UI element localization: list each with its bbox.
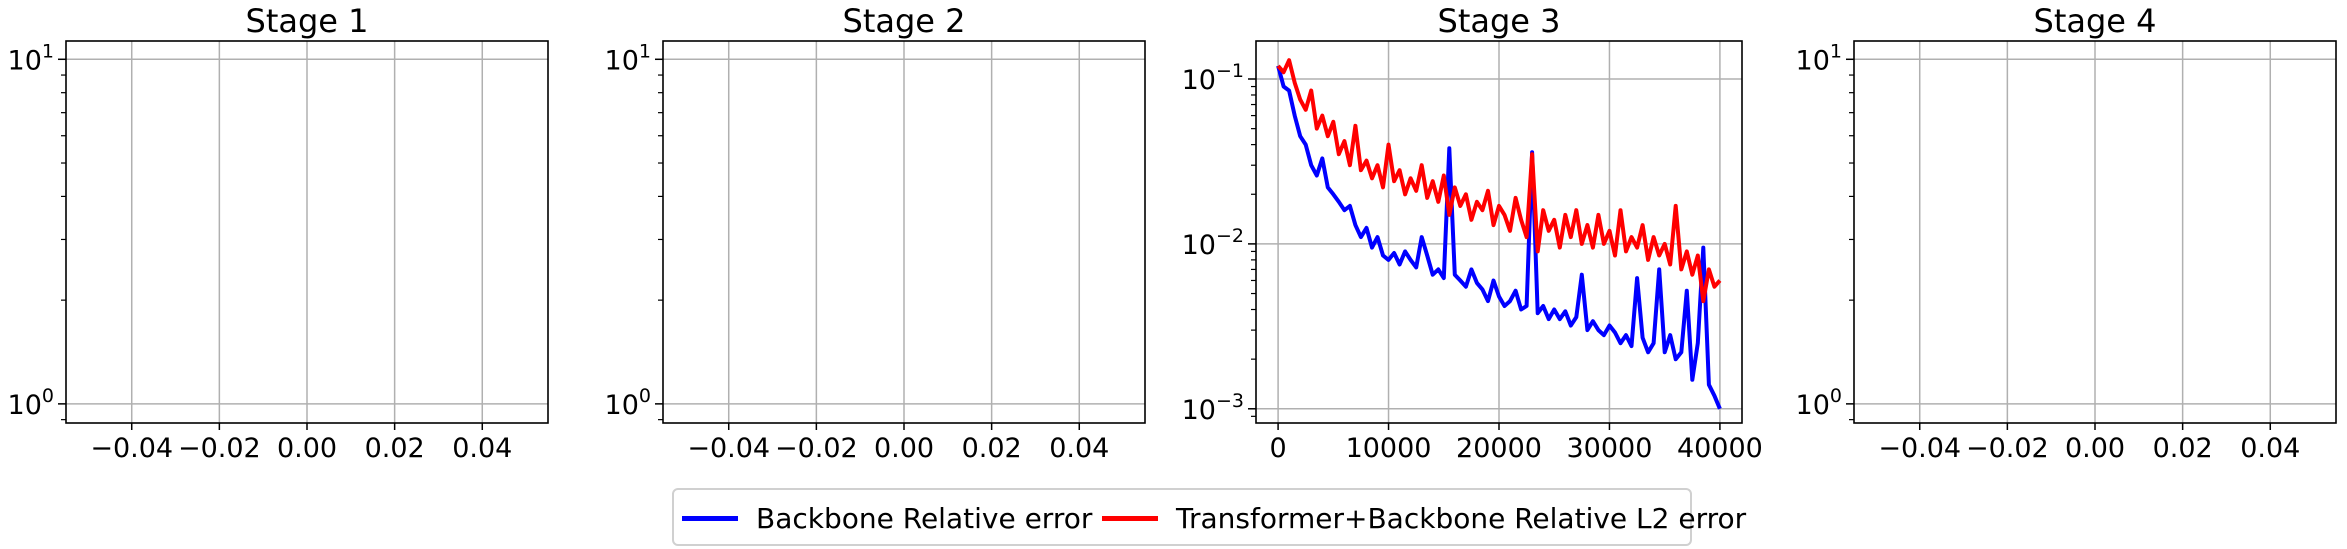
- stage3-y-tick-label-0: 10−3: [1182, 390, 1244, 426]
- stage2-x-tick-label-4: 0.04: [1049, 433, 1109, 464]
- stage2-x-tick-label-0: −0.04: [687, 433, 770, 464]
- stage4-x-tick-label-1: −0.02: [1966, 433, 2049, 464]
- legend-label-backbone: Backbone Relative error: [756, 501, 1093, 535]
- stage4-x-tick-label-3: 0.02: [2153, 433, 2213, 464]
- legend-item-backbone: Backbone Relative error: [682, 500, 1092, 536]
- stage4-y-tick-label-0: 100: [1796, 385, 1842, 421]
- stage3-x-tick-label-4: 40000: [1677, 433, 1763, 464]
- stage3-x-tick-label-0: 0: [1269, 433, 1286, 464]
- stage3-x-tick-label-1: 10000: [1346, 433, 1432, 464]
- stage1-x-tick-label-1: −0.02: [178, 433, 261, 464]
- stage1-y-tick-label-1: 101: [8, 40, 54, 76]
- stage3-x-tick-label-3: 30000: [1567, 433, 1653, 464]
- stage2-y-tick-label-0: 100: [605, 385, 651, 421]
- stage4-x-tick-label-0: −0.04: [1878, 433, 1961, 464]
- stage3-title: Stage 3: [1438, 2, 1561, 40]
- stage3-x-tick-label-2: 20000: [1456, 433, 1542, 464]
- stage4-title: Stage 4: [2034, 2, 2157, 40]
- stage2-x-tick-label-2: 0.00: [874, 433, 934, 464]
- stage2-title: Stage 2: [843, 2, 966, 40]
- stage1-title: Stage 1: [246, 2, 369, 40]
- legend-swatch-transformer: [1102, 515, 1158, 521]
- legend-item-transformer: Transformer+Backbone Relative L2 error: [1102, 500, 1746, 536]
- stage3-series-backbone: [1276, 65, 1722, 410]
- stage1-x-tick-label-3: 0.02: [365, 433, 425, 464]
- stage2-x-tick-label-3: 0.02: [962, 433, 1022, 464]
- stage1-x-tick-label-4: 0.04: [452, 433, 512, 464]
- stage3-series-transformer: [1276, 58, 1722, 304]
- stage4-x-tick-label-4: 0.04: [2240, 433, 2300, 464]
- stage2-x-tick-label-1: −0.02: [775, 433, 858, 464]
- stage4-x-tick-label-2: 0.00: [2065, 433, 2125, 464]
- stage1-x-tick-label-0: −0.04: [90, 433, 173, 464]
- legend-swatch-backbone: [682, 515, 738, 521]
- stage1-x-tick-label-2: 0.00: [277, 433, 337, 464]
- legend-label-transformer: Transformer+Backbone Relative L2 error: [1176, 501, 1747, 535]
- stage4-y-tick-label-1: 101: [1796, 40, 1842, 76]
- stage3-y-tick-label-1: 10−2: [1182, 225, 1244, 261]
- legend: Backbone Relative error Transformer+Back…: [672, 488, 1746, 546]
- stage2-y-tick-label-1: 101: [605, 40, 651, 76]
- stage3-y-tick-label-2: 10−1: [1182, 60, 1244, 96]
- stage1-y-tick-label-0: 100: [8, 385, 54, 421]
